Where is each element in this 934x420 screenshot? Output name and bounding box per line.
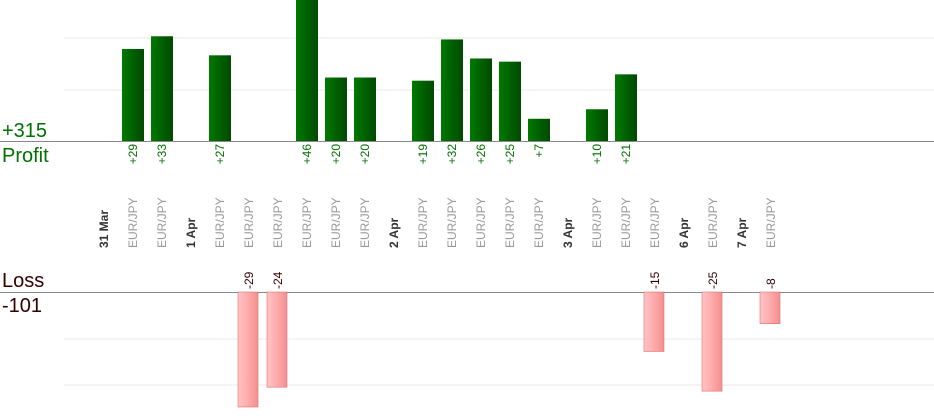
loss-value-label: -25 bbox=[706, 271, 720, 289]
profit-bar[interactable] bbox=[412, 80, 434, 141]
loss-value-label: -8 bbox=[764, 278, 778, 289]
profit-bar[interactable] bbox=[151, 36, 173, 142]
profit-bar[interactable] bbox=[586, 109, 608, 141]
profit-bar[interactable] bbox=[209, 55, 231, 141]
pair-label: EUR/JPY bbox=[445, 197, 459, 248]
loss-bar[interactable] bbox=[643, 291, 665, 352]
loss-value-label: -15 bbox=[648, 271, 662, 289]
profit-label: Profit bbox=[2, 145, 49, 167]
profit-bar[interactable] bbox=[325, 77, 347, 141]
loss-total: -101 bbox=[2, 295, 42, 317]
profit-value-label: +20 bbox=[329, 144, 343, 165]
profit-total: +315 bbox=[2, 120, 47, 142]
pair-label: EUR/JPY bbox=[358, 197, 372, 248]
pair-label: EUR/JPY bbox=[271, 197, 285, 248]
profit-bar[interactable] bbox=[122, 48, 144, 141]
profit-value-label: +7 bbox=[532, 144, 546, 158]
profit-value-label: +46 bbox=[300, 144, 314, 165]
date-label: 3 Apr bbox=[561, 217, 575, 248]
pair-label: EUR/JPY bbox=[619, 197, 633, 248]
date-label: 7 Apr bbox=[735, 217, 749, 248]
profit-value-label: +32 bbox=[445, 144, 459, 165]
pair-label: EUR/JPY bbox=[590, 197, 604, 248]
profit-value-label: +19 bbox=[416, 144, 430, 165]
profit-bar[interactable] bbox=[528, 118, 550, 141]
bars bbox=[122, 0, 781, 408]
profit-bar[interactable] bbox=[296, 0, 318, 141]
pair-label: EUR/JPY bbox=[213, 197, 227, 248]
profit-value-label: +25 bbox=[503, 144, 517, 165]
loss-bar[interactable] bbox=[759, 291, 781, 325]
category-labels: 31 Mar EUR/JPY +29 EUR/JPY +33 1 Apr EUR/JPY +2… bbox=[97, 144, 778, 289]
pair-label: EUR/JPY bbox=[764, 197, 778, 248]
pair-label: EUR/JPY bbox=[532, 197, 546, 248]
pair-label: EUR/JPY bbox=[155, 197, 169, 248]
profit-bar[interactable] bbox=[499, 61, 521, 141]
date-label: 1 Apr bbox=[184, 217, 198, 248]
profit-bar[interactable] bbox=[354, 77, 376, 141]
loss-bar[interactable] bbox=[237, 291, 259, 408]
profit-value-label: +33 bbox=[155, 144, 169, 165]
loss-label: Loss bbox=[2, 270, 44, 292]
profit-value-label: +27 bbox=[213, 144, 227, 165]
pair-label: EUR/JPY bbox=[126, 197, 140, 248]
date-label: 6 Apr bbox=[677, 217, 691, 248]
profit-bar[interactable] bbox=[441, 39, 463, 141]
date-label: 2 Apr bbox=[387, 217, 401, 248]
pair-label: EUR/JPY bbox=[503, 197, 517, 248]
loss-bar[interactable] bbox=[266, 291, 288, 388]
pair-label: EUR/JPY bbox=[416, 197, 430, 248]
pair-label: EUR/JPY bbox=[648, 197, 662, 248]
profit-bar[interactable] bbox=[470, 58, 492, 142]
profit-value-label: +29 bbox=[126, 144, 140, 165]
pair-label: EUR/JPY bbox=[300, 197, 314, 248]
profit-bar[interactable] bbox=[615, 74, 637, 141]
profit-value-label: +21 bbox=[619, 144, 633, 165]
pair-label: EUR/JPY bbox=[474, 197, 488, 248]
loss-value-label: -29 bbox=[242, 271, 256, 289]
profit-value-label: +10 bbox=[590, 144, 604, 165]
date-label: 31 Mar bbox=[97, 210, 111, 248]
loss-bar[interactable] bbox=[701, 291, 723, 392]
profit-value-label: +26 bbox=[474, 144, 488, 165]
pair-label: EUR/JPY bbox=[329, 197, 343, 248]
loss-value-label: -24 bbox=[271, 271, 285, 289]
pair-label: EUR/JPY bbox=[706, 197, 720, 248]
profit-value-label: +20 bbox=[358, 144, 372, 165]
pair-label: EUR/JPY bbox=[242, 197, 256, 248]
